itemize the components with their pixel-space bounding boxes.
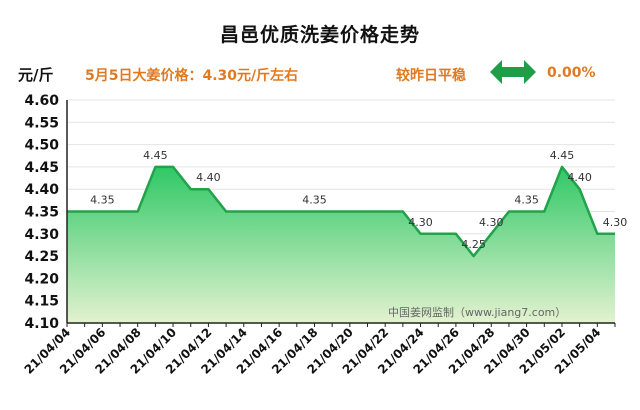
price-area	[67, 166, 615, 323]
data-label: 4.40	[567, 171, 592, 184]
data-label: 4.30	[603, 216, 628, 229]
data-label: 4.35	[514, 194, 539, 207]
y-tick-label: 4.25	[24, 249, 59, 265]
data-label: 4.45	[550, 149, 575, 162]
unit-label: 元/斤	[18, 66, 54, 84]
data-label: 4.30	[479, 216, 504, 229]
y-tick-label: 4.40	[24, 182, 59, 198]
area-series	[67, 165, 615, 323]
data-label: 4.35	[302, 194, 327, 207]
y-tick-label: 4.10	[24, 316, 59, 332]
compare-label: 较昨日平稳	[396, 68, 466, 84]
data-label: 4.45	[143, 149, 168, 162]
y-tick-label: 4.30	[24, 227, 59, 243]
y-tick-label: 4.50	[24, 138, 59, 154]
y-tick-label: 4.20	[24, 271, 59, 287]
y-tick-label: 4.35	[24, 205, 59, 221]
data-label: 4.40	[196, 171, 221, 184]
watermark: 中国姜网监制（www.jiang7.com）	[388, 305, 566, 319]
y-tick-label: 4.15	[24, 294, 59, 310]
y-tick-label: 4.60	[24, 93, 59, 109]
price-note: 5月5日大姜价格：4.30元/斤左右	[85, 68, 299, 84]
y-tick-label: 4.55	[24, 115, 59, 131]
price-line	[67, 165, 615, 258]
data-label: 4.35	[90, 194, 115, 207]
data-labels: 4.35 4.45 4.40 4.35 4.30 4.25 4.30 4.35 4.45 4.40…	[90, 149, 627, 251]
page-title: 昌邑优质洗姜价格走势	[219, 24, 420, 46]
compare-value: 0.00%	[547, 65, 596, 81]
data-label: 4.30	[408, 216, 433, 229]
data-label: 4.25	[461, 238, 486, 251]
double-arrow-icon	[490, 60, 536, 84]
y-tick-label: 4.45	[24, 160, 59, 176]
